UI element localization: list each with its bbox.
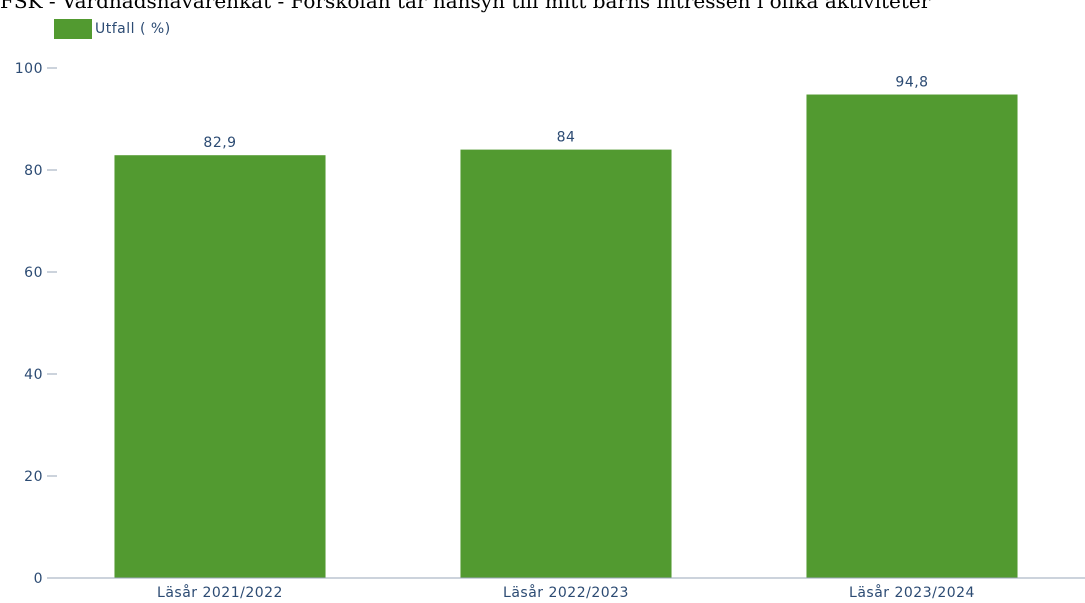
x-tick-label: Läsår 2021/2022 xyxy=(157,584,283,601)
data-label: 84 xyxy=(557,130,576,146)
bar xyxy=(114,155,326,578)
y-axis: 0 20 40 60 80 100 xyxy=(15,61,57,587)
y-tick-label: 40 xyxy=(24,367,43,383)
y-tick-label: 100 xyxy=(15,61,43,77)
y-tick-label: 80 xyxy=(24,163,43,179)
x-axis-labels: Läsår 2021/2022 Läsår 2022/2023 Läsår 2023… xyxy=(157,584,975,601)
legend: Utfall ( %) xyxy=(54,19,171,39)
legend-swatch xyxy=(54,19,92,39)
data-label: 94,8 xyxy=(895,75,928,91)
y-tick-label: 60 xyxy=(24,265,43,281)
bars-group: 82,9 84 94,8 xyxy=(114,75,1018,579)
data-label: 82,9 xyxy=(203,135,236,151)
bar xyxy=(806,94,1018,579)
x-tick-label: Läsår 2023/2024 xyxy=(849,584,975,601)
legend-label: Utfall ( %) xyxy=(95,21,171,37)
x-tick-label: Läsår 2022/2023 xyxy=(503,584,629,601)
chart-title: FSK - Vårdnadshavarenkät - Förskolan tar… xyxy=(0,0,931,13)
bar xyxy=(460,149,672,578)
y-tick-label: 20 xyxy=(24,469,43,485)
y-tick-label: 0 xyxy=(34,571,43,587)
